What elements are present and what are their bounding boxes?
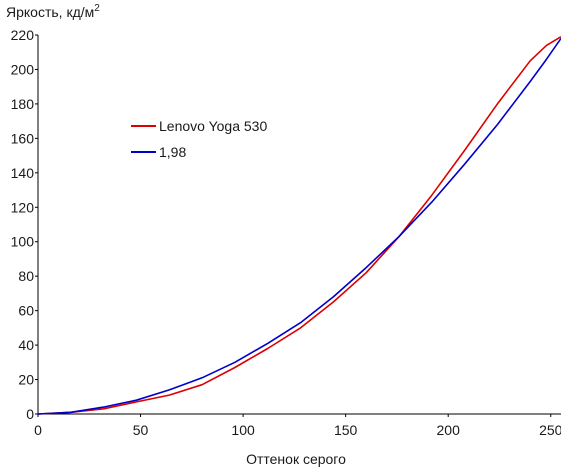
y-tick-label: 120 [11,199,35,215]
y-tick-label: 80 [18,268,34,284]
x-tick-label: 250 [539,422,561,438]
y-tick-label: 180 [11,96,35,112]
series-line-1 [37,36,561,415]
y-tick-label: 20 [18,372,34,388]
x-tick-label: 0 [34,422,42,438]
y-ticks: 0 20 40 60 80 100 120 140 160 180 200 220 [11,27,38,422]
x-tick-label: 200 [437,422,461,438]
x-tick-label: 150 [334,422,358,438]
y-tick-label: 40 [18,337,34,353]
y-tick-label: 160 [11,130,35,146]
axes [37,35,561,415]
y-tick-label: 220 [11,27,35,43]
y-tick-label: 200 [11,61,35,77]
y-tick-label: 0 [26,406,34,422]
y-tick-label: 140 [11,165,35,181]
series-lines [37,36,561,415]
x-ticks: 0 50 100 150 200 250 [34,414,561,438]
y-axis-label: Яркость, кд/м2 [6,3,100,20]
x-tick-label: 100 [231,422,255,438]
legend-label: Lenovo Yoga 530 [159,118,267,134]
series-line-2 [37,37,561,415]
y-tick-label: 100 [11,234,35,250]
legend-label: 1,98 [159,144,186,160]
legend: Lenovo Yoga 530 1,98 [131,118,267,160]
y-tick-label: 60 [18,303,34,319]
y-axis-label-superscript: 2 [94,3,100,14]
x-axis-label: Оттенок серого [246,451,346,467]
x-tick-label: 50 [133,422,149,438]
